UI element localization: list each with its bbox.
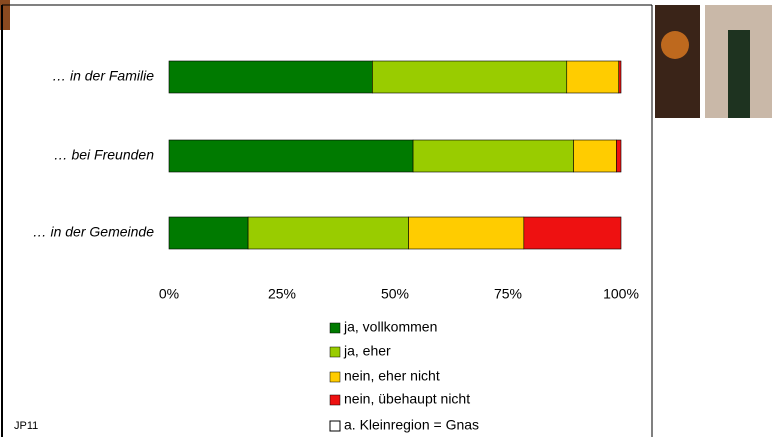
- bar-segment: [618, 60, 622, 94]
- legend-label: ja, eher: [343, 343, 391, 359]
- bar-segment: [523, 216, 622, 250]
- photo-detail: [728, 30, 750, 118]
- bar-segment: [168, 216, 249, 250]
- bar-segment: [616, 139, 622, 173]
- legend-swatch: [329, 371, 341, 383]
- category-label: … bei Freunden: [54, 147, 155, 163]
- edge-image: [0, 0, 10, 30]
- bar-segment: [168, 139, 414, 173]
- legend-label: ja, vollkommen: [343, 319, 437, 335]
- bar-segment: [408, 216, 525, 250]
- legend-swatch: [329, 394, 341, 406]
- legend-swatch: [329, 322, 341, 334]
- bar-segment: [372, 60, 568, 94]
- legend-swatch: [329, 346, 341, 358]
- bar-segment: [412, 139, 574, 173]
- x-tick-label: 75%: [494, 286, 522, 302]
- legend-note: a. Kleinregion = Gnas: [344, 417, 479, 433]
- bar-segment: [247, 216, 409, 250]
- category-label: … in der Gemeinde: [33, 224, 155, 240]
- code-label: JP11: [14, 420, 38, 432]
- x-tick-label: 100%: [603, 286, 639, 302]
- category-label: … in der Familie: [52, 68, 154, 84]
- photo: [655, 5, 700, 118]
- bar-segment: [566, 60, 620, 94]
- legend-label: nein, übehaupt nicht: [344, 391, 470, 407]
- legend-label: nein, eher nicht: [344, 368, 440, 384]
- x-tick-label: 0%: [159, 286, 179, 302]
- x-tick-label: 50%: [381, 286, 409, 302]
- bar-segment: [168, 60, 373, 94]
- legend-swatch: [329, 420, 341, 432]
- x-tick-label: 25%: [268, 286, 296, 302]
- photo-detail: [661, 31, 689, 59]
- bar-segment: [573, 139, 617, 173]
